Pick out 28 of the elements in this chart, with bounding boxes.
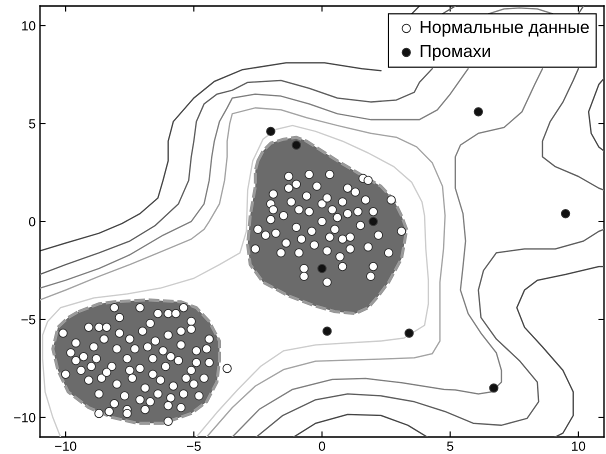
point	[404, 328, 414, 338]
line-series	[232, 68, 544, 437]
point	[474, 107, 484, 116]
y-tick-label: 5	[29, 119, 36, 128]
y-tick-label: 0	[29, 217, 36, 226]
line-series	[588, 78, 604, 152]
point	[317, 264, 327, 274]
point	[292, 140, 302, 150]
y-tick-label: −5	[21, 315, 36, 324]
point	[322, 326, 332, 336]
x-tick-label: 5	[447, 442, 454, 451]
y-tick-label: 10	[22, 21, 36, 30]
line-series	[40, 62, 382, 252]
line-series	[256, 228, 604, 437]
y-tick-label: −10	[14, 412, 36, 422]
legend-label: Нормальные данные	[420, 21, 589, 37]
point	[368, 216, 378, 226]
line-series	[542, 68, 604, 191]
x-tick-label: 10	[572, 442, 586, 451]
x-tick-label: 0	[318, 442, 326, 451]
point	[266, 126, 276, 136]
x-tick-label: −5	[186, 442, 201, 451]
legend-label: Промахи	[420, 45, 490, 61]
x-tick-label: −10	[55, 442, 76, 451]
line-series	[516, 266, 604, 437]
line-series	[293, 414, 428, 437]
point	[489, 383, 498, 393]
point	[560, 209, 570, 218]
